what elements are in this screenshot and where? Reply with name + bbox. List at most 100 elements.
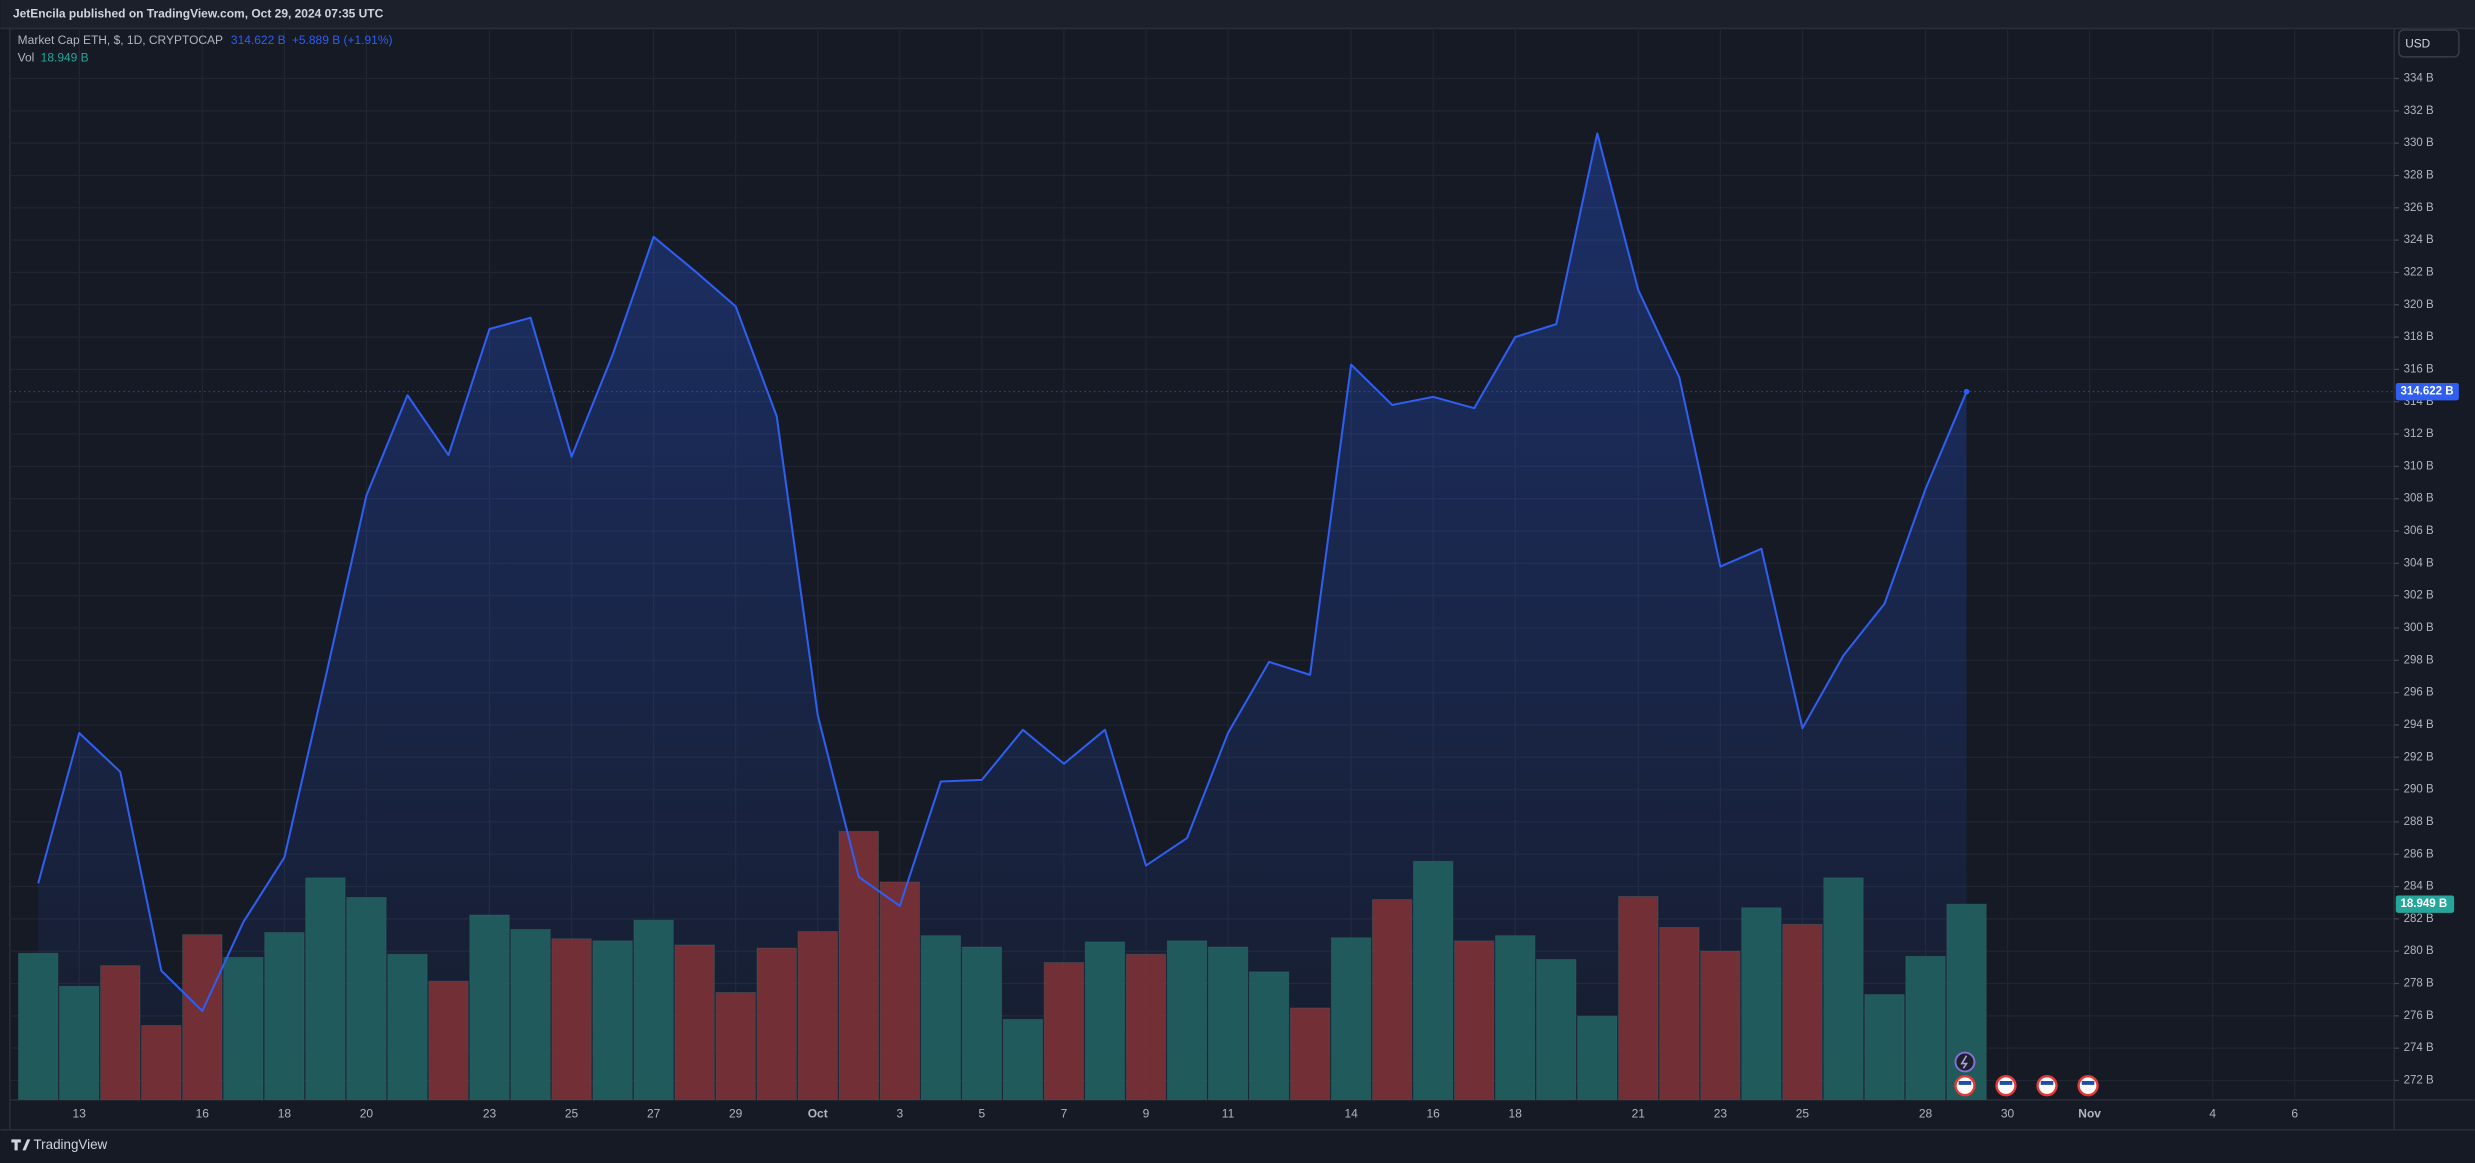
y-tick-label: 298 B xyxy=(2404,654,2434,666)
event-icon[interactable] xyxy=(1995,1075,2017,1097)
y-tick-label: 288 B xyxy=(2404,816,2434,828)
price-line xyxy=(37,132,1968,1013)
volume-bar xyxy=(1412,860,1454,1100)
volume-bar xyxy=(1823,877,1864,1100)
y-tick-label: 328 B xyxy=(2404,170,2434,182)
x-tick-label: 14 xyxy=(1344,1106,1358,1120)
top-bar xyxy=(0,0,2475,29)
x-tick-label: 28 xyxy=(1919,1106,1933,1120)
x-tick-label: 16 xyxy=(196,1106,210,1120)
x-tick-label: 4 xyxy=(2209,1106,2216,1120)
volume-bar xyxy=(1454,940,1495,1100)
volume-bar xyxy=(1207,946,1249,1100)
x-tick-label: 27 xyxy=(647,1106,661,1120)
y-tick-label: 310 B xyxy=(2404,460,2434,472)
volume-bar xyxy=(510,928,551,1100)
legend-vol-name: Vol xyxy=(18,51,35,65)
x-tick-label: 18 xyxy=(1509,1106,1523,1120)
price-label: 314.622 B xyxy=(2401,386,2454,398)
y-tick-label: 290 B xyxy=(2404,784,2434,796)
volume-bar xyxy=(674,944,715,1100)
event-flags xyxy=(1954,1075,2099,1097)
x-tick-label: 29 xyxy=(729,1106,743,1120)
y-tick-label: 330 B xyxy=(2404,137,2434,149)
y-tick-label: 308 B xyxy=(2404,493,2434,505)
event-icon[interactable] xyxy=(2036,1075,2058,1097)
volume-bar xyxy=(1700,950,1741,1100)
volume-bar xyxy=(1536,958,1577,1100)
volume-bar xyxy=(59,985,100,1100)
event-icon[interactable] xyxy=(1954,1075,1976,1097)
volume-bar xyxy=(428,980,469,1100)
volume-label-box xyxy=(2395,895,2455,913)
y-tick-label: 294 B xyxy=(2404,719,2434,731)
footer-logo xyxy=(11,1139,31,1151)
x-tick-label: 6 xyxy=(2291,1106,2298,1120)
y-tick-label: 302 B xyxy=(2404,590,2434,602)
x-tick-label: 9 xyxy=(1143,1106,1150,1120)
x-tick-label: 7 xyxy=(1061,1106,1068,1120)
volume-bar xyxy=(1741,907,1782,1100)
x-tick-label: 30 xyxy=(2001,1106,2015,1120)
flag-stripe xyxy=(1958,1080,1972,1085)
legend-change: +5.889 B (+1.91%) xyxy=(292,33,393,47)
x-tick-label: Nov xyxy=(2078,1106,2101,1120)
volume-bar xyxy=(387,953,428,1100)
volume-bar xyxy=(1125,953,1167,1100)
volume-bar xyxy=(879,881,921,1100)
y-tick-label: 276 B xyxy=(2404,1010,2434,1022)
y-tick-label: 326 B xyxy=(2404,202,2434,214)
y-tick-label: 318 B xyxy=(2404,331,2434,343)
currency[interactable]: USD xyxy=(2405,36,2430,50)
event-icon[interactable] xyxy=(2077,1075,2099,1097)
y-tick-label: 300 B xyxy=(2404,622,2434,634)
area xyxy=(38,133,1967,1100)
y-tick-label: 324 B xyxy=(2404,234,2434,246)
volume-bar xyxy=(920,935,962,1100)
x-tick-label: 21 xyxy=(1632,1106,1646,1120)
y-tick-label: 304 B xyxy=(2404,557,2434,569)
last-point xyxy=(1963,388,1970,395)
flag-stripe xyxy=(2081,1080,2095,1085)
volume-bar xyxy=(346,896,387,1100)
volume-bar xyxy=(1289,1007,1331,1100)
volume-bar xyxy=(1002,1018,1044,1100)
flag-stripe xyxy=(1999,1080,2013,1085)
y-tick-label: 272 B xyxy=(2404,1075,2434,1087)
volume-bar xyxy=(551,938,592,1100)
x-tick-label: 25 xyxy=(1796,1106,1810,1120)
volume-bar xyxy=(1618,895,1659,1100)
volume-bar xyxy=(1084,941,1126,1100)
event-glyph xyxy=(1960,1055,1969,1069)
legend: Market Cap ETH, $, 1D, CRYPTOCAP 314.622 … xyxy=(18,33,393,64)
event-icon[interactable] xyxy=(1954,1051,1976,1073)
volume-bar xyxy=(1371,899,1413,1100)
legend-title: Market Cap ETH, $, 1D, CRYPTOCAP xyxy=(18,33,223,47)
volume-bar xyxy=(1330,937,1372,1100)
x-tick-label: 23 xyxy=(483,1106,497,1120)
x-tick-label: 5 xyxy=(979,1106,986,1120)
volume-bar xyxy=(1659,926,1700,1100)
y-tick-label: 322 B xyxy=(2404,266,2434,278)
y-tick-label: 284 B xyxy=(2404,881,2434,893)
y-tick-label: 312 B xyxy=(2404,428,2434,440)
y-tick-label: 282 B xyxy=(2404,913,2434,925)
currency-button[interactable] xyxy=(2398,29,2460,58)
y-tick-label: 280 B xyxy=(2404,945,2434,957)
x-tick-label: 23 xyxy=(1714,1106,1728,1120)
volume-bar xyxy=(1577,1015,1618,1100)
volume-bar xyxy=(838,830,879,1100)
event-icons xyxy=(1954,1051,2099,1097)
y-tick-label: 334 B xyxy=(2404,73,2434,85)
y-tick-label: 316 B xyxy=(2404,363,2434,375)
x-tick-label: 13 xyxy=(73,1106,87,1120)
volume-bar xyxy=(100,965,141,1100)
plot xyxy=(9,132,2395,1100)
volume-bar xyxy=(633,919,674,1100)
volume-bar xyxy=(223,956,264,1100)
volume-bar xyxy=(1905,955,1946,1100)
y-tick-label: 274 B xyxy=(2404,1042,2434,1054)
y-tick-label: 332 B xyxy=(2404,105,2434,117)
y-tick-label: 320 B xyxy=(2404,299,2434,311)
y-tick-label: 306 B xyxy=(2404,525,2434,537)
